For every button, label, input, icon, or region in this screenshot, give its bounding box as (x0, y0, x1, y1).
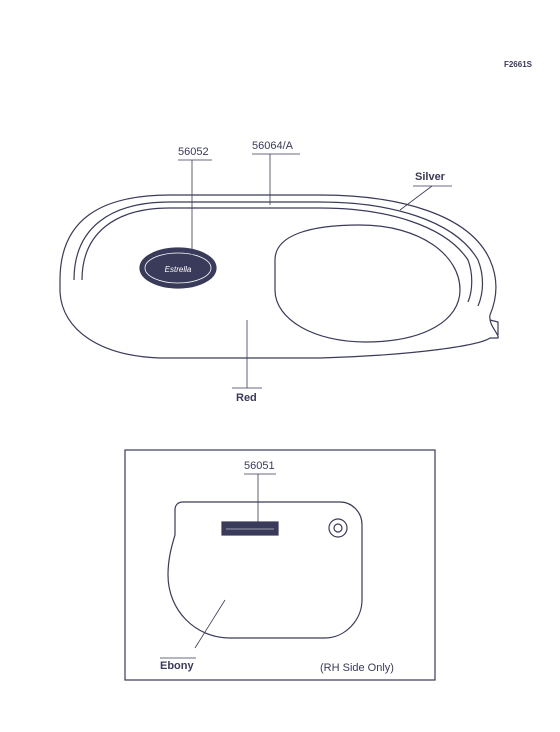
label-ebony: Ebony (160, 660, 194, 672)
label-56052: 56052 (178, 146, 209, 158)
diagram-container: F2661S Estrella (0, 0, 560, 732)
svg-text:Estrella: Estrella (165, 265, 192, 274)
label-rh-side: (RH Side Only) (320, 662, 394, 674)
label-silver: Silver (415, 171, 445, 183)
label-red: Red (236, 392, 257, 404)
label-56051: 56051 (244, 460, 275, 472)
tank-svg: Estrella (0, 0, 560, 732)
label-56064: 56064/A (252, 140, 293, 152)
